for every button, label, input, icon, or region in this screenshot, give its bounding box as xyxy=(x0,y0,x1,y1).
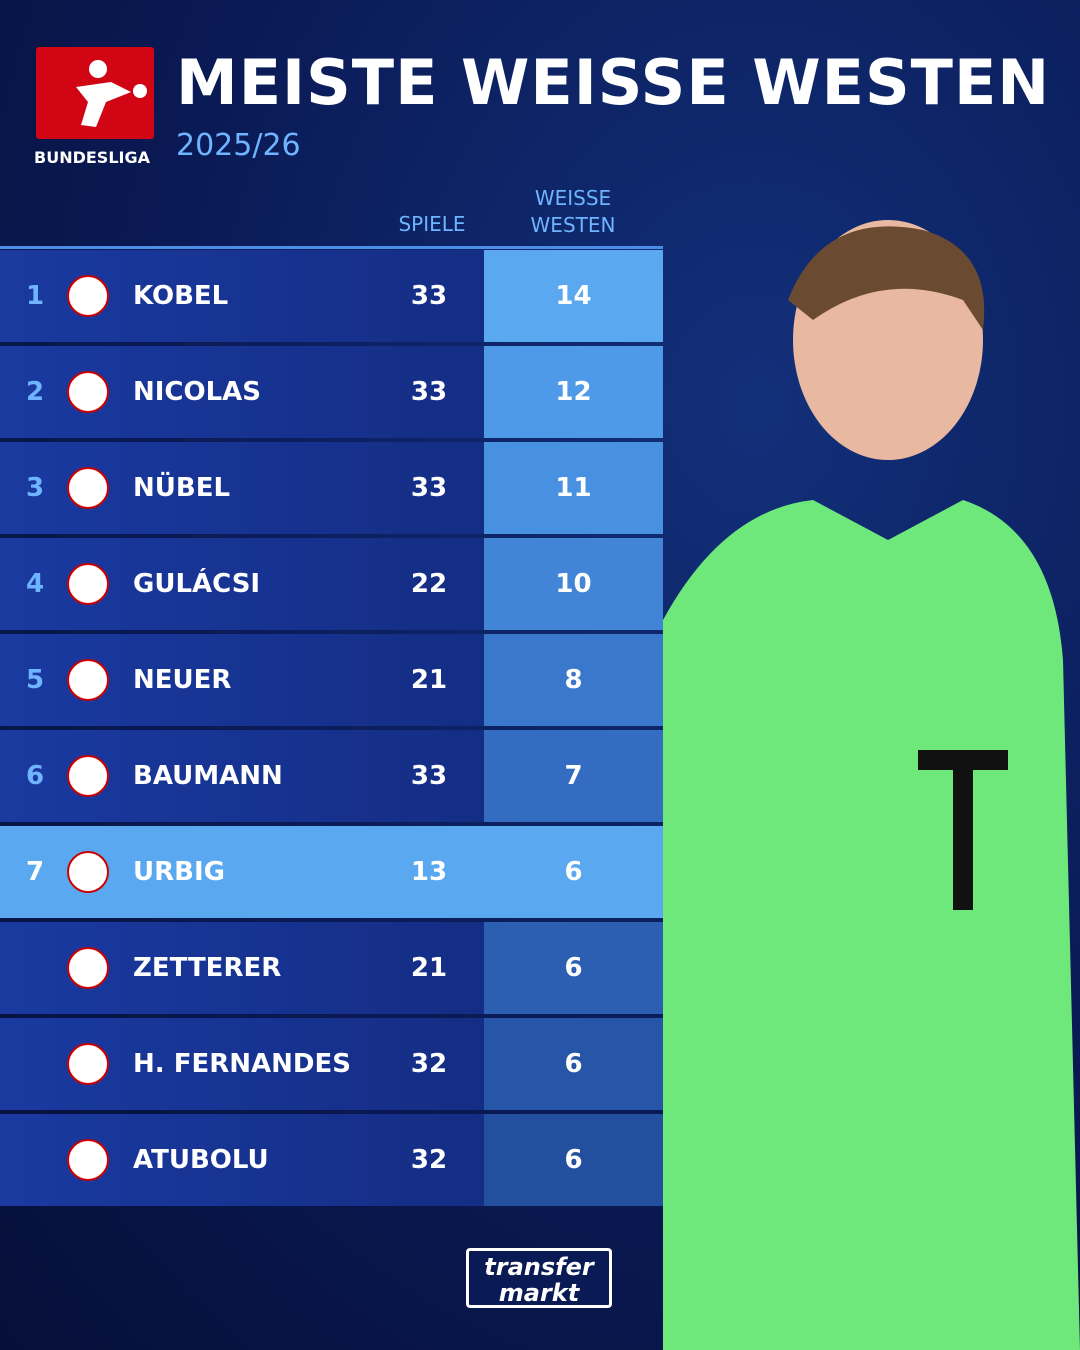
clean-sheets: 6 xyxy=(484,1114,663,1206)
player-name: ATUBOLU xyxy=(133,1145,269,1175)
brand-text: transfer xyxy=(484,1253,594,1281)
club-crest xyxy=(67,851,109,893)
table-row: 7 URBIG 13 6 xyxy=(0,826,663,918)
games: 13 xyxy=(410,857,448,887)
column-header: WEISSE WESTEN xyxy=(530,186,616,237)
clean-sheets: 12 xyxy=(484,346,663,438)
logo-figure xyxy=(76,60,147,127)
rank: 4 xyxy=(25,569,45,599)
clean-sheets: 10 xyxy=(484,538,663,630)
subtitle: 2025/26 xyxy=(176,128,301,163)
club-crest xyxy=(67,755,109,797)
club-crest xyxy=(67,275,109,317)
player-name: URBIG xyxy=(133,857,225,887)
rank: 2 xyxy=(25,377,45,407)
player-name: NICOLAS xyxy=(133,377,262,407)
clean-sheets: 6 xyxy=(484,826,663,918)
table-row: 2 NICOLAS 33 12 xyxy=(0,346,663,438)
table-row: 3 NÜBEL 33 11 xyxy=(0,442,663,534)
league-logo xyxy=(36,47,154,139)
rank: 1 xyxy=(25,281,45,311)
clean-sheets: 14 xyxy=(484,250,663,342)
table-row: 4 GULÁCSI 22 10 xyxy=(0,538,663,630)
clean-sheets: 6 xyxy=(484,922,663,1014)
header-rule xyxy=(0,246,663,249)
player-photo xyxy=(663,220,1080,1350)
player-name: NEUER xyxy=(133,665,232,695)
club-crest xyxy=(67,371,109,413)
games: 22 xyxy=(410,569,448,599)
games: 32 xyxy=(410,1145,448,1175)
column-header: SPIELE xyxy=(398,212,466,236)
games: 33 xyxy=(410,761,448,791)
player-name: BAUMANN xyxy=(133,761,283,791)
table-row: ZETTERER 21 6 xyxy=(0,922,663,1014)
rank: 5 xyxy=(25,665,45,695)
clean-sheets: 11 xyxy=(484,442,663,534)
player-name: ZETTERER xyxy=(133,953,282,983)
table-row: H. FERNANDES 32 6 xyxy=(0,1018,663,1110)
player-name: GULÁCSI xyxy=(133,569,261,599)
brand-text: markt xyxy=(498,1279,580,1307)
clean-sheets: 8 xyxy=(484,634,663,726)
table-row: 6 BAUMANN 33 7 xyxy=(0,730,663,822)
club-crest xyxy=(67,563,109,605)
club-crest xyxy=(67,659,109,701)
club-crest xyxy=(67,1139,109,1181)
player-name: KOBEL xyxy=(133,281,229,311)
games: 32 xyxy=(410,1049,448,1079)
table-row: 1 KOBEL 33 14 xyxy=(0,250,663,342)
club-crest xyxy=(67,467,109,509)
games: 33 xyxy=(410,377,448,407)
table-row: ATUBOLU 32 6 xyxy=(0,1114,663,1206)
table-row: 5 NEUER 21 8 xyxy=(0,634,663,726)
player-name: NÜBEL xyxy=(133,473,231,503)
club-crest xyxy=(67,947,109,989)
games: 33 xyxy=(410,473,448,503)
player-name: H. FERNANDES xyxy=(133,1049,351,1079)
games: 21 xyxy=(410,953,448,983)
brand-logo: transfer markt xyxy=(466,1248,612,1308)
league-name: BUNDESLIGA xyxy=(34,148,150,167)
club-crest xyxy=(67,1043,109,1085)
clean-sheets: 7 xyxy=(484,730,663,822)
clean-sheets: 6 xyxy=(484,1018,663,1110)
rank: 7 xyxy=(25,857,45,887)
rank: 3 xyxy=(25,473,45,503)
rank: 6 xyxy=(25,761,45,791)
games: 33 xyxy=(410,281,448,311)
title: MEISTE WEISSE WESTEN xyxy=(176,46,1051,119)
games: 21 xyxy=(410,665,448,695)
